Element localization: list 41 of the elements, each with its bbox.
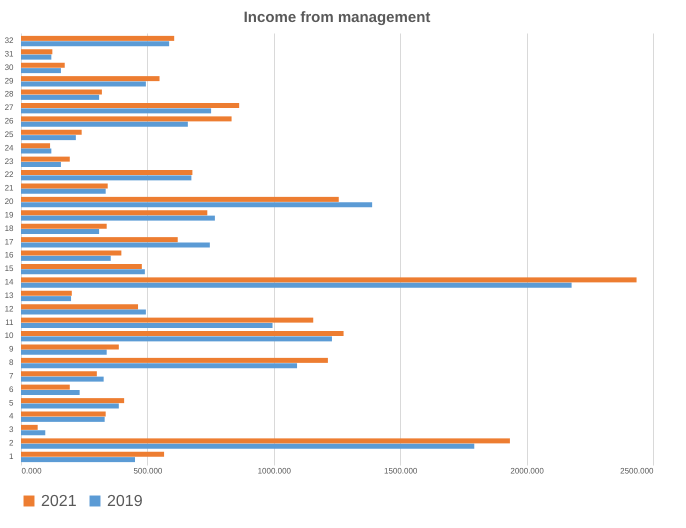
legend-label: 2021 bbox=[41, 493, 77, 510]
y-tick-label: 7 bbox=[9, 371, 14, 380]
y-tick-label: 2 bbox=[9, 438, 14, 448]
y-tick-label: 29 bbox=[4, 76, 14, 86]
y-tick-label: 10 bbox=[4, 331, 14, 340]
y-tick-label: 5 bbox=[9, 398, 14, 408]
y-tick-label: 32 bbox=[4, 36, 14, 46]
y-tick-label: 8 bbox=[9, 358, 14, 368]
y-tick-label: 9 bbox=[9, 344, 14, 354]
y-tick-label: 13 bbox=[4, 290, 14, 300]
y-tick-label: 30 bbox=[4, 62, 14, 72]
y-tick-label: 12 bbox=[4, 304, 14, 314]
x-tick-label: 500.000 bbox=[133, 466, 163, 476]
y-tick-label: 16 bbox=[4, 250, 14, 260]
y-tick-label: 20 bbox=[4, 197, 14, 206]
y-tick-label: 1 bbox=[9, 452, 14, 461]
y-tick-label: 26 bbox=[4, 116, 14, 126]
y-tick-label: 15 bbox=[4, 264, 14, 274]
x-tick-label: 0.000 bbox=[22, 466, 42, 476]
y-tick-label: 22 bbox=[4, 170, 14, 180]
y-tick-label: 6 bbox=[9, 384, 14, 394]
x-tick-label: 1500.000 bbox=[384, 466, 418, 476]
x-tick-label: 2500.000 bbox=[620, 466, 654, 476]
y-tick-label: 14 bbox=[4, 278, 14, 287]
y-tick-label: 19 bbox=[4, 210, 14, 220]
chart-title: Income from management bbox=[244, 9, 430, 26]
y-tick-label: 23 bbox=[4, 156, 14, 166]
y-tick-label: 4 bbox=[9, 412, 14, 421]
x-tick-label: 2000.000 bbox=[510, 466, 544, 476]
y-tick-label: 27 bbox=[4, 103, 14, 112]
y-tick-label: 24 bbox=[4, 143, 14, 152]
y-tick-label: 3 bbox=[9, 425, 14, 434]
y-tick-label: 31 bbox=[4, 49, 14, 58]
y-tick-label: 18 bbox=[4, 224, 14, 233]
y-tick-label: 28 bbox=[4, 90, 14, 99]
y-tick-label: 17 bbox=[4, 237, 14, 246]
legend-label: 2019 bbox=[107, 493, 143, 510]
y-tick-label: 11 bbox=[5, 318, 14, 327]
y-tick-label: 25 bbox=[4, 130, 14, 139]
y-tick-label: 21 bbox=[4, 184, 14, 193]
x-tick-label: 1000.000 bbox=[258, 466, 292, 476]
